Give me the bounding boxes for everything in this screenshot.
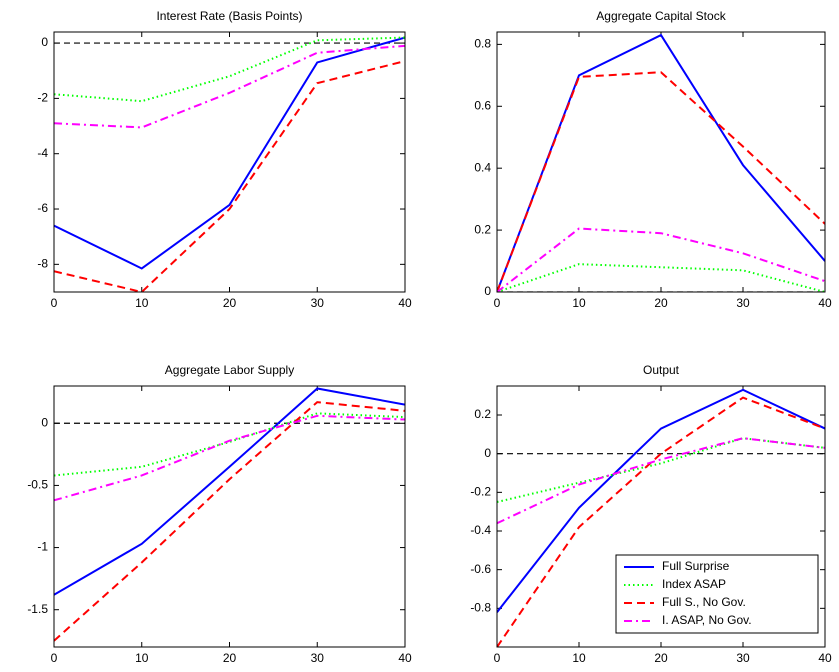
x-tick-label: 10 bbox=[572, 651, 586, 665]
series-line bbox=[54, 414, 405, 502]
legend-label: I. ASAP, No Gov. bbox=[662, 613, 752, 627]
x-tick-label: 10 bbox=[572, 296, 586, 310]
series-line bbox=[497, 33, 825, 292]
x-tick-label: 10 bbox=[135, 296, 149, 310]
x-tick-label: 30 bbox=[736, 651, 750, 665]
panel: Aggregate Capital Stock 0 10 20 30 40 0 0.2 0.4 0… bbox=[474, 9, 832, 310]
y-tick-label: -0.2 bbox=[470, 485, 491, 499]
y-tick-label: -1.5 bbox=[27, 602, 48, 616]
panel: Output 0 10 20 30 40 -0.8 -0.6 -0.4 -0.2 0 0.2 Full … bbox=[470, 363, 832, 665]
series-line bbox=[497, 437, 825, 503]
panel: Aggregate Labor Supply 0 10 20 30 40 -1.5 -1 -0.… bbox=[27, 363, 412, 665]
series-line bbox=[497, 396, 825, 647]
x-tick-label: 0 bbox=[494, 651, 501, 665]
plot-lines bbox=[497, 388, 825, 647]
plot-lines bbox=[497, 33, 825, 292]
series-line bbox=[54, 36, 405, 103]
y-tick-label: 0.4 bbox=[474, 160, 491, 174]
x-tick-label: 20 bbox=[654, 651, 668, 665]
y-tick-label: 0.2 bbox=[474, 222, 491, 236]
y-tick-label: 0 bbox=[41, 415, 48, 429]
y-tick-label: -1 bbox=[37, 540, 48, 554]
plot-lines bbox=[54, 387, 405, 642]
y-tick-label: -4 bbox=[37, 146, 48, 160]
y-tick-label: 0 bbox=[41, 35, 48, 49]
y-tick-label: -0.4 bbox=[470, 523, 491, 537]
chart-title: Aggregate Labor Supply bbox=[165, 363, 294, 377]
legend-label: Full S., No Gov. bbox=[662, 595, 746, 609]
y-tick-label: 0.8 bbox=[474, 37, 491, 51]
y-tick-label: 0 bbox=[484, 284, 491, 298]
series-line bbox=[54, 412, 405, 477]
series-line bbox=[497, 227, 825, 292]
x-tick-label: 40 bbox=[818, 651, 832, 665]
legend-label: Index ASAP bbox=[662, 577, 726, 591]
x-tick-label: 20 bbox=[223, 296, 237, 310]
chart-title: Interest Rate (Basis Points) bbox=[156, 9, 302, 23]
axes-frame bbox=[496, 31, 826, 293]
y-tick-label: 0.6 bbox=[474, 98, 491, 112]
x-tick-label: 0 bbox=[494, 296, 501, 310]
axes-frame bbox=[53, 31, 406, 293]
y-tick-label: -0.8 bbox=[470, 601, 491, 615]
chart-title: Aggregate Capital Stock bbox=[596, 9, 726, 23]
y-tick-label: 0 bbox=[484, 446, 491, 460]
panel: Interest Rate (Basis Points) 0 10 20 30 40 -8 -… bbox=[37, 9, 412, 310]
x-tick-label: 20 bbox=[654, 296, 668, 310]
y-tick-label: -8 bbox=[37, 257, 48, 271]
y-tick-label: -2 bbox=[37, 91, 48, 105]
x-tick-label: 40 bbox=[398, 651, 412, 665]
series-line bbox=[54, 401, 405, 642]
series-line bbox=[497, 437, 825, 525]
x-tick-label: 0 bbox=[51, 651, 58, 665]
axes-frame bbox=[496, 385, 826, 648]
x-tick-label: 30 bbox=[736, 296, 750, 310]
series-line bbox=[497, 71, 825, 292]
x-tick-label: 40 bbox=[398, 296, 412, 310]
series-line bbox=[497, 388, 825, 613]
chart-title: Output bbox=[643, 363, 680, 377]
x-tick-label: 30 bbox=[311, 296, 325, 310]
axes-frame bbox=[53, 385, 406, 648]
y-tick-label: -6 bbox=[37, 201, 48, 215]
y-tick-label: -0.6 bbox=[470, 562, 491, 576]
y-tick-label: 0.2 bbox=[474, 407, 491, 421]
x-tick-label: 40 bbox=[818, 296, 832, 310]
x-tick-label: 20 bbox=[223, 651, 237, 665]
series-line bbox=[54, 44, 405, 129]
y-tick-label: -0.5 bbox=[27, 478, 48, 492]
plot-lines bbox=[54, 36, 405, 292]
series-line bbox=[54, 387, 405, 596]
x-tick-label: 30 bbox=[311, 651, 325, 665]
x-tick-label: 0 bbox=[51, 296, 58, 310]
series-line bbox=[54, 60, 405, 292]
series-line bbox=[54, 36, 405, 270]
x-tick-label: 10 bbox=[135, 651, 149, 665]
legend-label: Full Surprise bbox=[662, 559, 730, 573]
